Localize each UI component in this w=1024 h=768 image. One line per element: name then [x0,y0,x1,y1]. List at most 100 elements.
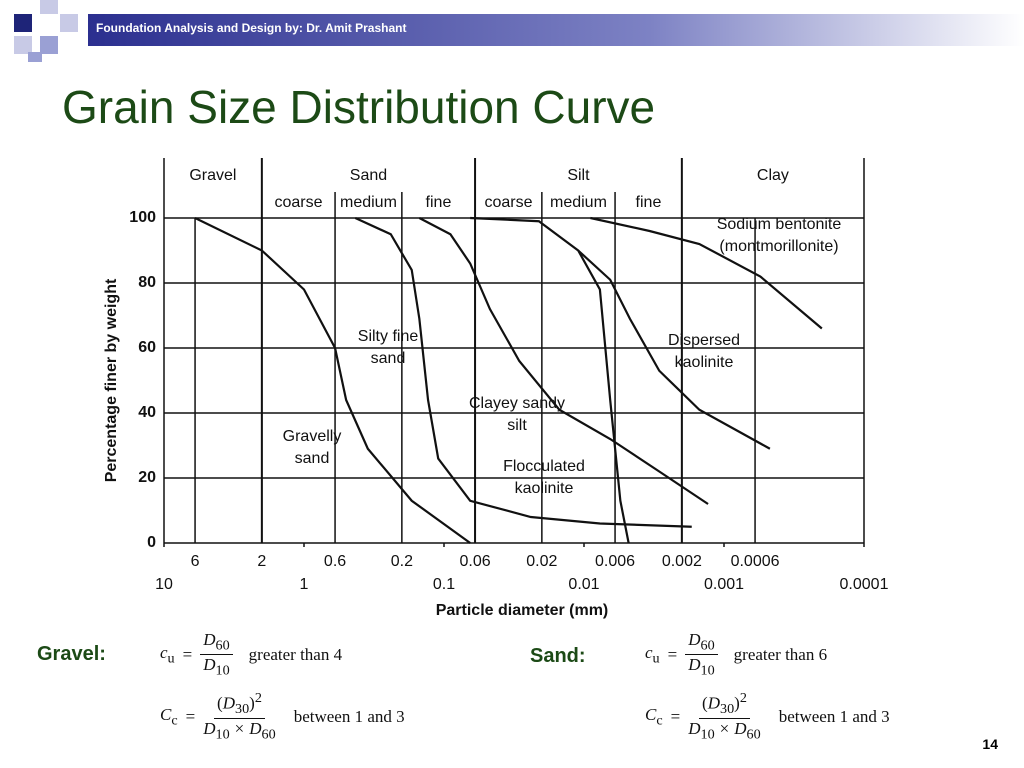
symbol: D [688,655,701,675]
condition: between 1 and 3 [778,706,890,726]
symbol: ) [734,693,740,713]
symbol: ( [702,693,708,713]
class-label: Gravel [189,167,236,184]
decor-square [40,36,58,54]
fraction: D60 D10 [685,630,718,680]
subscript: 30 [234,701,250,718]
fraction: (D30)2 D10 × D60 [203,690,275,743]
class-label: Sand [350,167,387,184]
symbol: ) [249,693,255,713]
group: D60 [200,630,233,656]
condition: greater than 6 [733,644,828,664]
x-axis-title: Particle diameter (mm) [436,602,609,619]
y-tick-label: 20 [138,469,156,486]
fraction: (D30)2 D10 × D60 [688,690,760,743]
x-tick-label: 1 [300,576,309,593]
curve-label: Gravelly sand [282,428,342,467]
curve [470,216,630,544]
group: Cc [645,705,663,729]
subscript: 60 [700,637,715,654]
criterion-label: Gravel: [37,643,106,665]
curve [354,217,692,528]
subscript: 60 [261,726,276,743]
symbol: D [203,630,216,649]
group: D10 [203,655,229,679]
cc-formula: Cc = (D30)2 D10 × D60 between 1 and 3 [645,690,890,743]
symbol: c [645,642,653,662]
group: D10 × D60 [688,719,760,743]
curve [418,217,709,505]
symbol: c [160,642,168,662]
y-tick-label: 0 [147,534,156,551]
curve-label: Sodium bentonite (montmorillonite) [716,216,842,255]
x-tick-label: 0.0001 [840,576,889,593]
symbol: × [719,719,730,739]
y-tick-label: 60 [138,339,156,356]
subscript: 10 [215,662,230,679]
subclass-label: coarse [274,194,322,211]
decor-square [28,52,42,62]
x-tick-label: 0.01 [568,576,599,593]
superscript: 2 [254,690,262,706]
symbol: × [234,719,245,739]
x-tick-label: 10 [155,576,173,593]
symbol: D [203,655,216,675]
cc-formula: Cc = (D30)2 D10 × D60 between 1 and 3 [160,690,405,743]
cu-formula: cu = D60 D10 greater than 4 [160,630,342,680]
x-tick-label: 0.002 [662,553,702,570]
symbol: C [645,704,657,724]
symbol: ( [217,693,223,713]
subscript: c [656,711,663,728]
group: cu [160,643,175,667]
subclass-label: fine [636,194,662,211]
subclass-label: medium [550,194,607,211]
x-tick-label: 0.0006 [731,553,780,570]
curve-label: Clayey sandy silt [468,395,566,434]
subclass-label: medium [340,194,397,211]
group: (D30)2 [214,690,265,720]
x-tick-label: 0.006 [595,553,635,570]
group: D10 × D60 [203,719,275,743]
x-tick-label: 0.06 [459,553,490,570]
header-bar: Foundation Analysis and Design by: Dr. A… [88,14,1024,46]
condition: between 1 and 3 [293,706,405,726]
subscript: 30 [719,701,735,718]
x-tick-label: 2 [257,553,266,570]
symbol: D [203,719,216,739]
y-tick-label: 80 [138,274,156,291]
x-tick-label: 6 [191,553,200,570]
decor-square [40,0,58,14]
y-axis-title: Percentage finer by weight [103,278,120,482]
x-tick-label: 0.02 [526,553,557,570]
group: D60 [685,630,718,656]
subscript: u [652,650,660,667]
subscript: 10 [700,662,715,679]
x-tick-label: 0.1 [433,576,455,593]
class-label: Clay [757,167,789,184]
x-tick-label: 0.001 [704,576,744,593]
criterion-label: Sand: [530,645,586,667]
curve-label: Silty fine sand [357,328,419,367]
decor-square [14,14,32,32]
subscript: 60 [746,726,761,743]
y-tick-label: 40 [138,404,156,421]
slide-title: Grain Size Distribution Curve [62,81,656,133]
y-tick-label: 100 [129,209,156,226]
symbol: D [734,719,747,739]
curve [577,249,771,450]
symbol: D [688,719,701,739]
subscript: c [171,711,178,728]
page-number: 14 [982,736,998,752]
x-tick-label: 0.2 [391,553,413,570]
symbol: = [667,644,678,664]
condition: greater than 4 [248,644,343,664]
subscript: 60 [215,637,230,654]
symbol: = [185,706,196,726]
fraction: D60 D10 [200,630,233,680]
x-tick-label: 0.6 [324,553,346,570]
subclass-label: coarse [484,194,532,211]
group: cu [645,643,660,667]
subscript: u [167,650,175,667]
